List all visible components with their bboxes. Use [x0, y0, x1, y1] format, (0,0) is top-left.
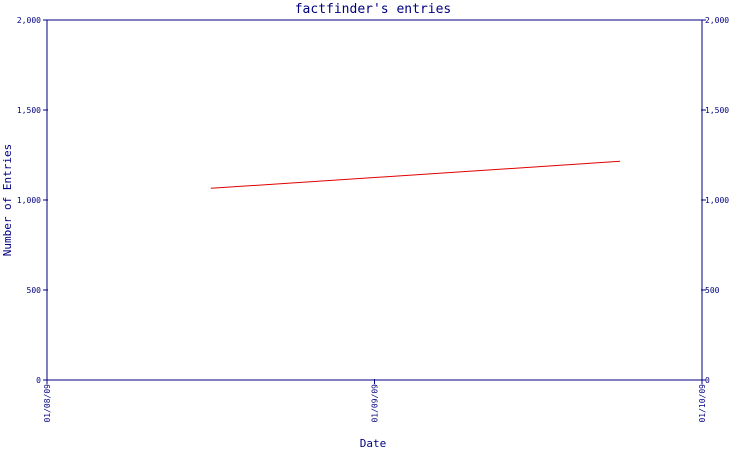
- y-axis-label: Number of Entries: [1, 144, 14, 257]
- y-tick-label-right: 2,000: [705, 16, 729, 25]
- x-tick-label: 01/10/09: [698, 384, 707, 423]
- y-tick-label-right: 1,500: [705, 106, 729, 115]
- y-tick-label-right: 1,000: [705, 196, 729, 205]
- y-tick-label-left: 2,000: [17, 16, 41, 25]
- y-tick-label-left: 1,000: [17, 196, 41, 205]
- chart-title: factfinder's entries: [295, 2, 452, 17]
- y-tick-label-left: 0: [36, 376, 41, 385]
- y-ticks-left: 0 500 1,000 1,500 2,000: [17, 16, 48, 385]
- series-layer: [210, 160, 621, 189]
- x-tick-label: 01/08/09: [43, 384, 52, 423]
- series-line: [210, 160, 621, 189]
- y-tick-label-right: 500: [705, 286, 720, 295]
- plot-frame: [46, 19, 703, 381]
- y-ticks-right: 0 500 1,000 1,500 2,000: [701, 16, 729, 385]
- y-tick-label-right: 0: [705, 376, 710, 385]
- x-ticks: 01/08/09 01/09/09 01/10/09: [43, 379, 707, 423]
- y-tick-label-left: 500: [27, 286, 42, 295]
- y-tick-label-left: 1,500: [17, 106, 41, 115]
- x-axis-label: Date: [360, 437, 387, 450]
- x-tick-label: 01/09/09: [371, 384, 380, 423]
